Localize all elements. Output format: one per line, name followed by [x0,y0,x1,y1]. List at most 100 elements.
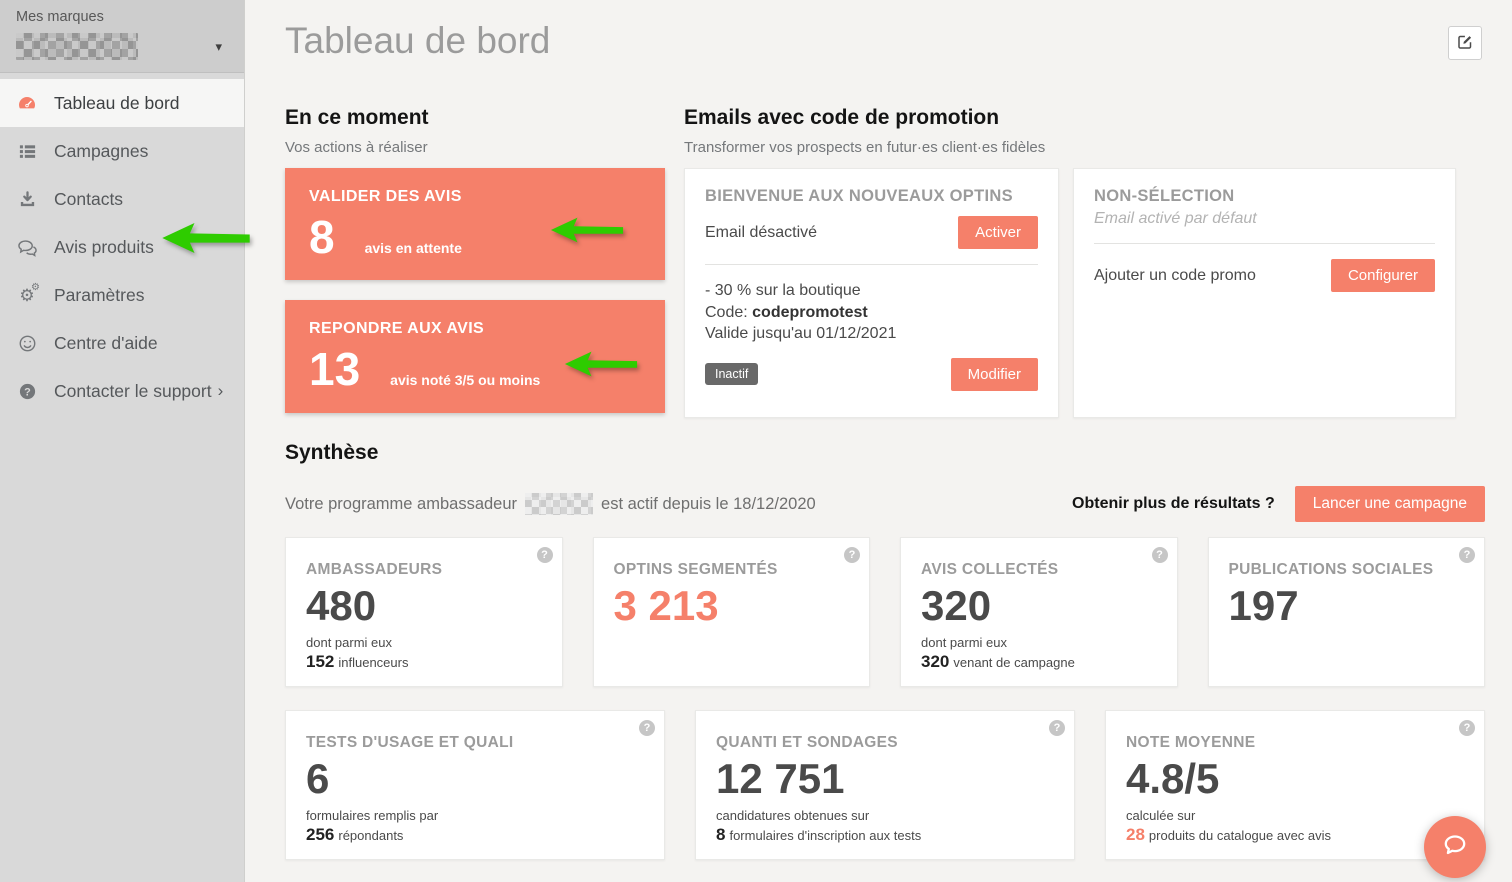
gears-icon: ⚙ ⚙ [19,281,40,305]
stat-subtext-2: 28 produits du catalogue avec avis [1126,825,1332,845]
sidebar-item-centre-aide[interactable]: Centre d'aide [0,319,244,367]
stat-value: 197 [1228,582,1299,629]
chat-bubble-icon [1439,829,1471,866]
promo-code-value: codepromotest [752,303,868,321]
section-subheading: Transformer vos prospects en futur·es cl… [684,139,1046,156]
download-icon [16,190,38,209]
stat-card-note-moyenne: ? NOTE MOYENNE 4.8/5 calculée sur 28 prod… [1105,710,1485,860]
help-icon[interactable]: ? [1151,547,1168,563]
sidebar-item-contacts[interactable]: Contacts [0,175,244,223]
pending-reviews-count: 8 [309,211,335,263]
card-title: BIENVENUE AUX NOUVEAUX OPTINS [705,187,1013,205]
lancer-campagne-button[interactable]: Lancer une campagne [1294,486,1485,522]
stat-title: NOTE MOYENNE [1126,734,1256,751]
stat-title: TESTS D'USAGE ET QUALI [306,734,514,751]
edit-icon [1456,33,1474,54]
modifier-button[interactable]: Modifier [950,357,1038,391]
card-repondre-aux-avis[interactable]: REPONDRE AUX AVIS 13 avis noté 3/5 ou mo… [285,300,665,413]
add-promo-label: Ajouter un code promo [1094,266,1256,284]
brand-name-blurred [16,33,138,60]
chat-launcher-button[interactable] [1424,816,1486,878]
stat-title: OPTINS SEGMENTÉS [613,561,778,578]
low-rated-reviews-count: 13 [309,343,361,395]
stats-row-1: ? AMBASSADEURS 480 dont parmi eux 152 inf… [285,537,1485,687]
stat-value: 3 213 [613,582,719,629]
section-emails-promotion: Emails avec code de promotion Transforme… [684,105,1456,418]
email-status-text: Email désactivé [705,223,818,241]
brand-dropdown[interactable]: ▾ [16,33,230,60]
card-non-selection: NON-SÉLECTION Email activé par défaut Aj… [1073,168,1456,418]
list-icon [16,142,38,161]
action-card-caption: avis en attente [364,240,462,256]
sidebar-item-label: Contacts [54,188,124,209]
stat-card-optins-segmentes: ? OPTINS SEGMENTÉS 3 213 [592,537,870,687]
sidebar-item-tableau-de-bord[interactable]: Tableau de bord [0,79,244,127]
stat-subtext: candidatures obtenues sur [716,808,870,824]
stat-card-avis-collectes: ? AVIS COLLECTÉS 320 dont parmi eux 320 v… [900,537,1178,687]
caret-down-icon[interactable]: ▾ [215,38,222,54]
cta-question: Obtenir plus de résultats ? [1072,495,1275,512]
stat-subtext-2: 152 influenceurs [306,652,409,672]
action-card-title: REPONDRE AUX AVIS [309,320,485,337]
stat-title: AVIS COLLECTÉS [921,561,1059,578]
stat-value: 480 [306,582,377,629]
sidebar: Mes marques ▾ Tableau de bord Campagnes … [0,0,245,882]
sidebar-item-parametres[interactable]: ⚙ ⚙ Paramètres [0,271,244,319]
stat-subtext-2: 256 répondants [306,825,404,845]
sidebar-item-label: Tableau de bord [54,92,180,113]
sidebar-item-label: Centre d'aide [54,332,158,353]
help-icon[interactable]: ? [639,720,655,736]
card-valider-des-avis[interactable]: VALIDER DES AVIS 8 avis en attente [285,168,665,280]
svg-text:?: ? [24,386,31,398]
sidebar-item-avis-produits[interactable]: Avis produits [0,223,244,271]
activer-button[interactable]: Activer [958,216,1038,249]
stat-subtext-2: 320 venant de campagne [921,652,1075,672]
gauge-icon [16,93,38,113]
section-heading: En ce moment [285,106,429,129]
smiley-icon [16,334,38,353]
action-card-caption: avis noté 3/5 ou moins [390,372,541,388]
help-icon[interactable]: ? [1459,547,1475,563]
stat-subtext: dont parmi eux [921,635,1007,651]
promo-description: - 30 % sur la boutique [705,282,861,299]
section-synthese: Synthèse Votre programme ambassadeur est… [285,440,1485,860]
card-title: NON-SÉLECTION [1094,187,1235,205]
stat-subtext: formulaires remplis par [306,808,439,824]
help-icon[interactable]: ? [1459,720,1475,736]
brands-label: Mes marques [16,9,104,25]
edit-dashboard-button[interactable] [1448,26,1482,60]
sidebar-item-contacter-support[interactable]: ? Contacter le support › [0,367,244,415]
card-subtitle: Email activé par défaut [1094,210,1257,227]
stats-row-2: ? TESTS D'USAGE ET QUALI 6 formulaires r… [285,710,1485,860]
promo-validity: Valide jusqu'au 01/12/2021 [705,325,897,342]
stat-card-quanti-sondages: ? QUANTI ET SONDAGES 12 751 candidatures… [695,710,1075,860]
stat-subtext: dont parmi eux [306,635,392,651]
stat-title: QUANTI ET SONDAGES [716,734,898,751]
program-status-text: Votre programme ambassadeur est actif de… [285,493,816,515]
stat-value: 4.8/5 [1126,755,1220,802]
card-divider [705,264,1038,265]
stat-value: 12 751 [716,755,845,802]
help-icon[interactable]: ? [844,547,860,563]
section-heading: Synthèse [285,441,379,464]
help-icon[interactable]: ? [536,547,553,563]
question-circle-icon: ? [16,382,38,401]
sidebar-menu: Tableau de bord Campagnes Contacts Avis … [0,73,244,415]
stat-card-publications-sociales: ? PUBLICATIONS SOCIALES 197 [1207,537,1485,687]
stat-title: PUBLICATIONS SOCIALES [1228,561,1434,578]
section-en-ce-moment: En ce moment Vos actions à réaliser VALI… [285,105,665,413]
stat-subtext: calculée sur [1126,808,1196,824]
stat-card-tests-usage: ? TESTS D'USAGE ET QUALI 6 formulaires r… [285,710,665,860]
configurer-button[interactable]: Configurer [1330,259,1435,292]
sidebar-item-campagnes[interactable]: Campagnes [0,127,244,175]
status-badge: Inactif [705,363,759,385]
help-icon[interactable]: ? [1049,720,1065,736]
sidebar-item-label: Campagnes [54,140,149,161]
stat-title: AMBASSADEURS [306,561,443,578]
section-subheading: Vos actions à réaliser [285,139,428,156]
promo-code-label: Code: [705,303,748,321]
stat-value: 6 [306,755,330,802]
stat-value: 320 [921,582,992,629]
comments-icon [16,238,38,257]
main-content: Tableau de bord En ce moment Vos actions… [245,0,1512,882]
